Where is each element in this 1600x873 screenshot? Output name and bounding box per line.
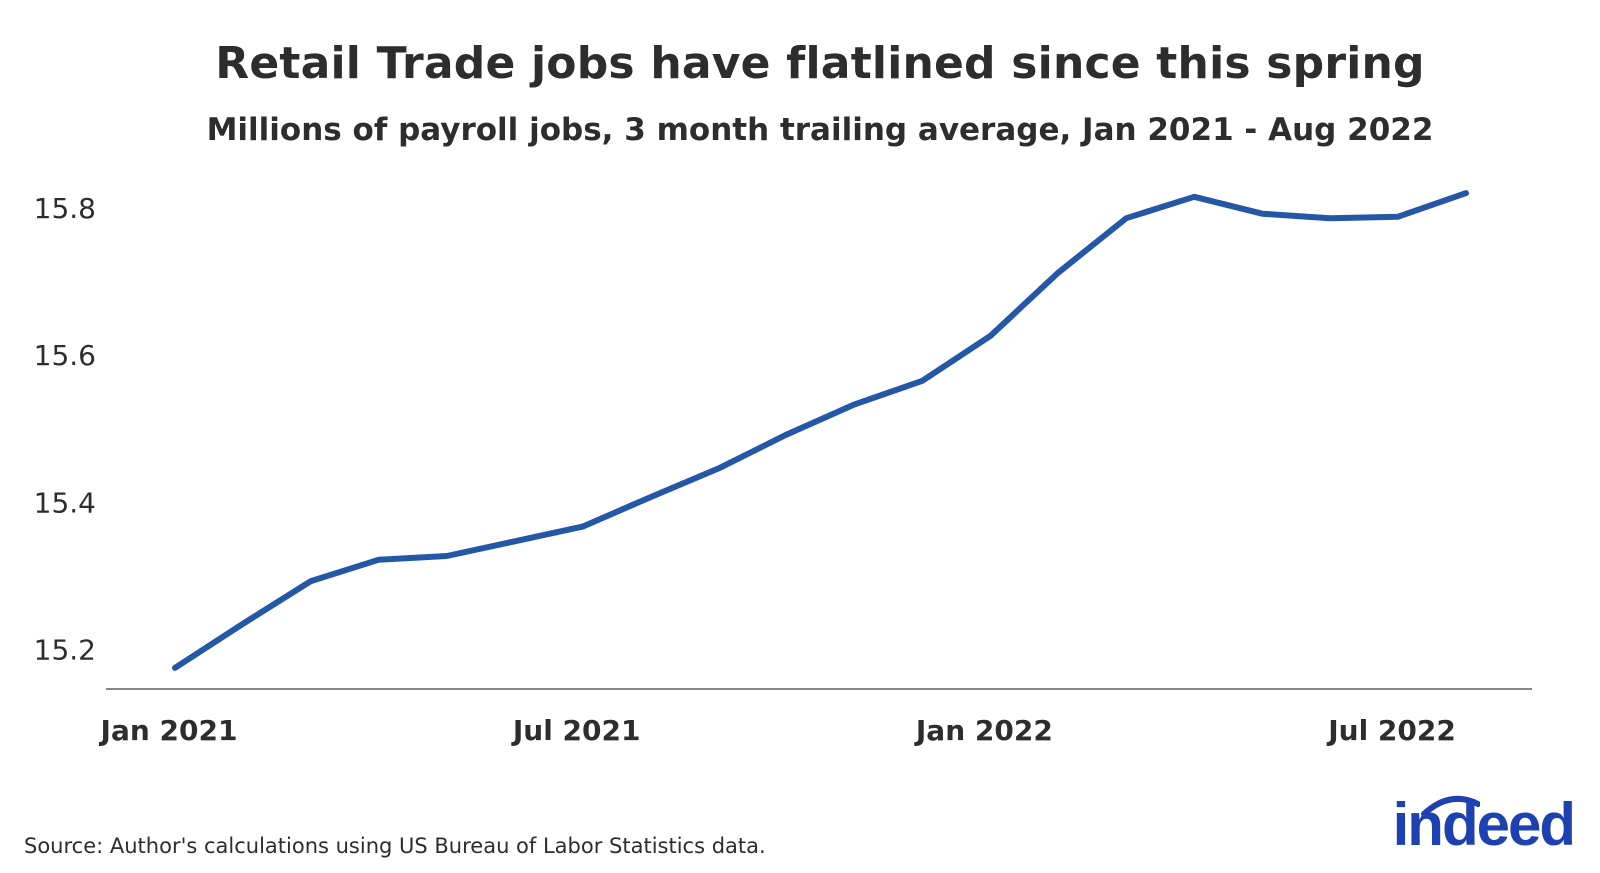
y-tick-label: 15.8 [34,192,96,225]
x-tick-label: Jan 2022 [914,714,1053,747]
source-note: Source: Author's calculations using US B… [24,834,766,858]
y-tick-label: 15.6 [34,339,96,372]
x-axis: Jan 2021 Jul 2021 Jan 2022 Jul 2022 [99,714,1456,747]
y-tick-label: 15.2 [34,634,96,667]
x-tick-label: Jul 2022 [1326,714,1456,747]
chart-subtitle: Millions of payroll jobs, 3 month traili… [206,112,1434,148]
x-tick-label: Jul 2021 [511,714,641,747]
x-tick-label: Jan 2021 [99,714,238,747]
indeed-logo-arc-icon [1421,795,1480,816]
y-axis: 15.2 15.4 15.6 15.8 [34,192,96,667]
indeed-logo: indeed [1392,791,1576,858]
series-line-retail-jobs [172,190,1469,671]
y-tick-label: 15.4 [34,486,96,519]
chart-title: Retail Trade jobs have flatlined since t… [215,38,1425,89]
